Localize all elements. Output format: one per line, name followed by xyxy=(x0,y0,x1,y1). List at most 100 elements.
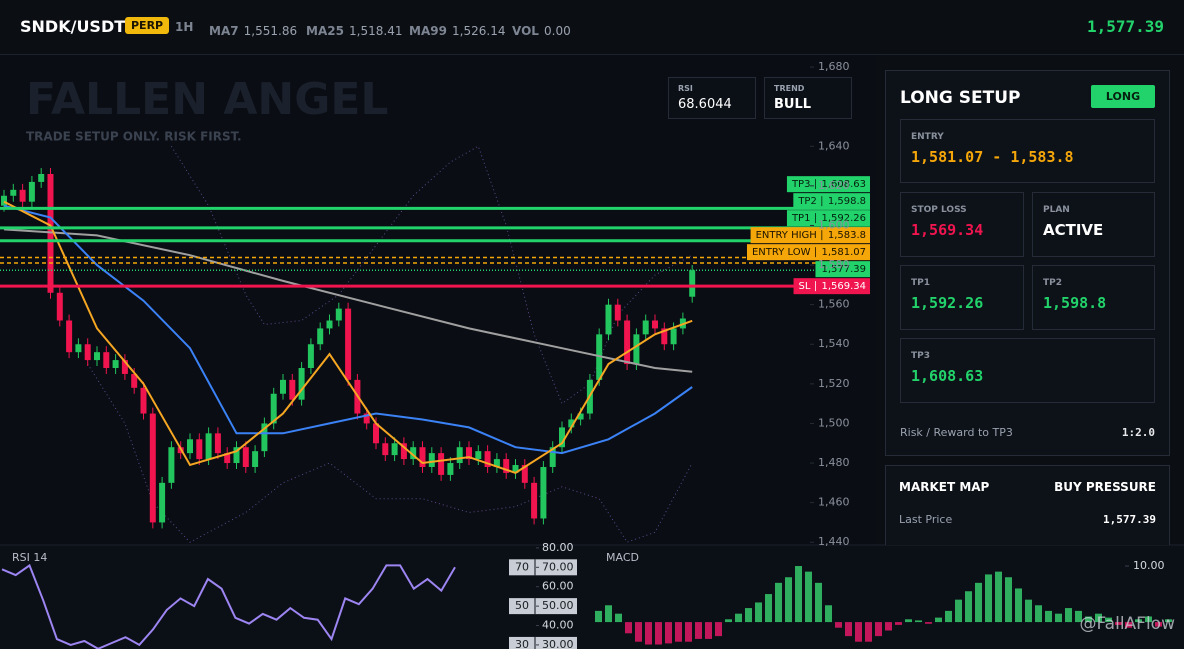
macd-title: MACD xyxy=(606,551,639,564)
plan-box: PLAN ACTIVE xyxy=(1032,192,1155,257)
candle-body xyxy=(531,482,538,519)
histogram-bar xyxy=(915,620,922,623)
level-value: 1,598.8 xyxy=(828,196,866,207)
candle-body xyxy=(419,447,426,467)
stat-label: MA99 xyxy=(409,24,447,38)
rsi-bg xyxy=(0,545,590,649)
candle-body xyxy=(503,459,510,473)
candle-body xyxy=(214,433,221,454)
histogram-bar xyxy=(1045,610,1052,623)
candle-body xyxy=(1,195,7,206)
histogram-bar xyxy=(965,591,972,623)
candle-body xyxy=(10,189,17,196)
chart-bg xyxy=(0,55,876,545)
y-tick-label: 1,640 xyxy=(818,139,850,152)
candle-body xyxy=(261,423,268,452)
stat-value: 0.00 xyxy=(544,24,571,38)
stat-label: MA7 xyxy=(209,24,239,38)
histogram-bar xyxy=(955,599,962,623)
ma-line xyxy=(3,204,693,455)
indicator: RSI 68.6044 xyxy=(668,77,756,119)
plan-value: ACTIVE xyxy=(1043,221,1104,239)
histogram-bar xyxy=(655,622,662,645)
level-tag xyxy=(793,193,870,210)
rsi-title: RSI 14 xyxy=(12,551,47,564)
candle-body xyxy=(568,419,575,428)
candle-body xyxy=(670,328,677,345)
candle-body xyxy=(652,320,658,329)
level-tag xyxy=(815,261,870,278)
candle-body xyxy=(391,443,398,456)
candle-body xyxy=(642,320,649,335)
level-name: SL xyxy=(799,281,811,292)
level-tag xyxy=(793,278,870,295)
interval[interactable]: 1H xyxy=(175,20,194,34)
candle-body xyxy=(196,439,203,460)
level-name: ENTRY LOW xyxy=(752,247,811,258)
candle-body xyxy=(577,413,584,420)
candle-body xyxy=(140,387,147,414)
y-tick-label: 1,600 xyxy=(818,218,850,231)
histogram-bar xyxy=(1025,599,1032,623)
histogram-bar xyxy=(1035,605,1042,623)
direction-badge[interactable]: LONG xyxy=(1091,85,1155,108)
histogram-bar xyxy=(755,602,762,623)
histogram-bar xyxy=(1115,622,1122,625)
candle-body xyxy=(168,447,175,483)
candle-body xyxy=(38,173,45,182)
candle-body xyxy=(224,453,231,464)
stat: MA99 1,526.14 xyxy=(409,20,505,39)
histogram-bar xyxy=(855,622,862,642)
candle-body xyxy=(466,447,472,460)
candle-body xyxy=(289,379,296,400)
candle-body xyxy=(456,447,463,464)
y-tick-label: 1,560 xyxy=(818,298,850,311)
histogram-bar xyxy=(975,582,982,623)
candle-body xyxy=(270,393,277,424)
histogram-bar xyxy=(725,619,732,623)
candle-body xyxy=(382,443,389,456)
candle-body xyxy=(484,451,491,467)
candle-body xyxy=(428,453,435,467)
candle-body xyxy=(112,360,119,369)
rsi-plot: 70 50 30 80.00 70.00 60.00 50.00 40.00 30.00 xyxy=(1,541,577,649)
y-tick-label: 1,580 xyxy=(818,258,850,271)
histogram-bar xyxy=(845,622,852,637)
level-value: 1,577.39 xyxy=(821,264,866,275)
candle-body xyxy=(326,320,333,329)
y-tick-label: 70.00 xyxy=(542,560,574,573)
histogram-bar xyxy=(1105,617,1112,623)
candle-body xyxy=(549,447,556,467)
histogram-bar xyxy=(1155,622,1162,627)
histogram-bar xyxy=(645,622,652,645)
histogram-bar xyxy=(625,622,632,634)
market-status: BUY PRESSURE xyxy=(1054,480,1156,494)
histogram-bar xyxy=(895,622,902,625)
level-value: 1,592.26 xyxy=(821,213,866,224)
stop-label: STOP LOSS xyxy=(911,205,967,215)
candle-body xyxy=(131,373,138,388)
candle-body xyxy=(205,433,212,460)
indicator-value: 68.6044 xyxy=(678,97,732,112)
candle-body xyxy=(689,270,696,297)
candle-body xyxy=(335,308,342,321)
candle-body xyxy=(373,423,379,444)
candle-body xyxy=(614,304,621,321)
candle-body xyxy=(661,328,668,345)
macd-plot: 10.00 xyxy=(595,559,1172,645)
stop-box: STOP LOSS 1,569.34 xyxy=(900,192,1024,257)
y-tick-label: 40.00 xyxy=(542,619,574,632)
histogram-bar xyxy=(945,610,952,623)
candle-body xyxy=(559,427,565,448)
histogram-bar xyxy=(805,571,812,623)
target-box: TP3 1,608.63 xyxy=(900,338,1155,403)
histogram-bar xyxy=(1075,610,1082,623)
entry-label: ENTRY xyxy=(911,132,944,142)
y-tick-label: 1,540 xyxy=(818,337,850,350)
histogram-bar xyxy=(695,622,702,639)
level-value: 1,569.34 xyxy=(821,281,866,292)
candle-body xyxy=(540,466,547,519)
indicator-label: RSI xyxy=(678,84,693,93)
candle-body xyxy=(121,360,128,374)
